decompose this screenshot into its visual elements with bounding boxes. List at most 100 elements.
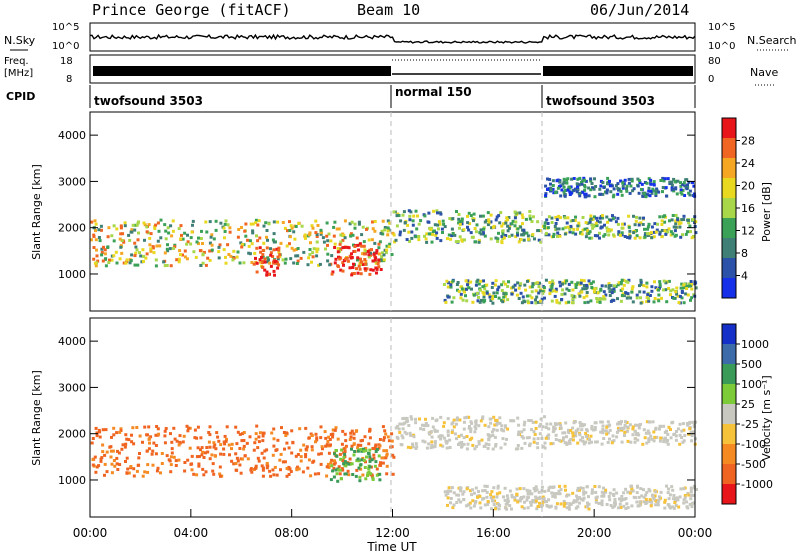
echo-cell <box>566 188 570 192</box>
echo-cell <box>95 431 99 435</box>
colorbar-tick-label: 20 <box>741 180 755 193</box>
echo-cell <box>292 261 296 265</box>
echo-cell <box>666 442 670 446</box>
echo-cell <box>621 181 625 185</box>
echo-cell <box>250 261 254 264</box>
echo-cell <box>439 443 443 447</box>
echo-cell <box>112 254 116 258</box>
echo-cell <box>197 462 201 466</box>
echo-cell <box>290 246 294 250</box>
echo-cell <box>645 285 649 289</box>
echo-cell <box>599 287 603 291</box>
echo-cell <box>633 440 637 444</box>
echo-cell <box>446 491 450 495</box>
echo-cell <box>543 296 546 300</box>
echo-cell <box>683 194 687 197</box>
echo-cell <box>350 252 353 256</box>
echo-cell <box>268 261 272 265</box>
echo-cell <box>652 180 656 184</box>
echo-cell <box>673 179 677 183</box>
echo-cell <box>687 432 691 436</box>
echo-cell <box>119 429 123 432</box>
echo-cell <box>195 473 199 477</box>
echo-cell <box>304 453 308 456</box>
echo-cell <box>443 298 447 302</box>
echo-cell <box>501 237 505 240</box>
echo-cell <box>431 233 435 237</box>
echo-cell <box>504 234 508 237</box>
echo-cell <box>534 499 538 503</box>
echo-cell <box>653 435 657 439</box>
echo-cell <box>304 447 308 451</box>
echo-cell <box>666 503 670 507</box>
echo-cell <box>550 286 554 290</box>
echo-cell <box>314 231 318 235</box>
echo-cell <box>474 419 478 423</box>
echo-cell <box>588 230 592 234</box>
echo-cell <box>283 226 287 230</box>
echo-cell <box>240 226 243 229</box>
echo-cell <box>465 435 469 438</box>
echo-cell <box>606 441 610 444</box>
echo-cell <box>602 486 605 490</box>
echo-cell <box>593 485 597 488</box>
echo-cell <box>481 290 485 294</box>
echo-cell <box>366 471 370 475</box>
echo-cell <box>611 434 615 438</box>
echo-cell <box>502 295 506 299</box>
echo-cell <box>284 434 288 437</box>
echo-cell <box>489 493 493 497</box>
echo-cell <box>474 486 478 490</box>
echo-cell <box>587 279 591 283</box>
echo-cell <box>617 497 621 501</box>
echo-cell <box>628 236 632 240</box>
echo-cell <box>311 226 315 230</box>
echo-cell <box>453 233 457 237</box>
echo-cell <box>331 432 335 436</box>
echo-cell <box>592 187 596 191</box>
echo-cell <box>361 438 364 442</box>
echo-cell <box>183 469 187 473</box>
echo-cell <box>192 250 196 254</box>
date-title: 06/Jun/2014 <box>590 1 689 19</box>
echo-cell <box>331 428 335 432</box>
echo-cell <box>449 489 453 493</box>
echo-cell <box>583 185 587 189</box>
echo-cell <box>157 432 161 436</box>
echo-cell <box>168 247 172 251</box>
echo-cell <box>622 283 626 287</box>
echo-cell <box>217 256 221 260</box>
echo-cell <box>257 435 261 439</box>
echo-cell <box>331 435 335 439</box>
echo-cell <box>90 441 94 445</box>
echo-cell <box>610 288 614 292</box>
echo-cell <box>356 446 360 450</box>
echo-cell <box>99 459 103 463</box>
echo-cell <box>680 282 684 286</box>
echo-cell <box>523 441 527 445</box>
echo-cell <box>474 283 478 287</box>
echo-cell <box>600 499 604 503</box>
echo-cell <box>169 264 173 268</box>
echo-cell <box>672 433 676 436</box>
echo-cell <box>433 441 437 445</box>
echo-cell <box>508 225 512 229</box>
echo-cell <box>636 504 640 508</box>
echo-cell <box>299 256 303 260</box>
echo-cell <box>189 236 193 240</box>
echo-cell <box>208 220 212 224</box>
echo-cell <box>576 177 580 181</box>
echo-cell <box>671 505 675 509</box>
echo-cell <box>149 247 153 251</box>
echo-cell <box>439 239 443 243</box>
echo-cell <box>201 261 205 265</box>
echo-cell <box>333 246 337 249</box>
echo-cell <box>585 291 589 294</box>
echo-cell <box>650 285 654 289</box>
echo-cell <box>490 226 494 230</box>
echo-cell <box>645 281 649 285</box>
echo-cell <box>516 227 520 231</box>
echo-cell <box>189 242 193 246</box>
echo-cell <box>311 460 315 464</box>
echo-cell <box>580 278 583 282</box>
